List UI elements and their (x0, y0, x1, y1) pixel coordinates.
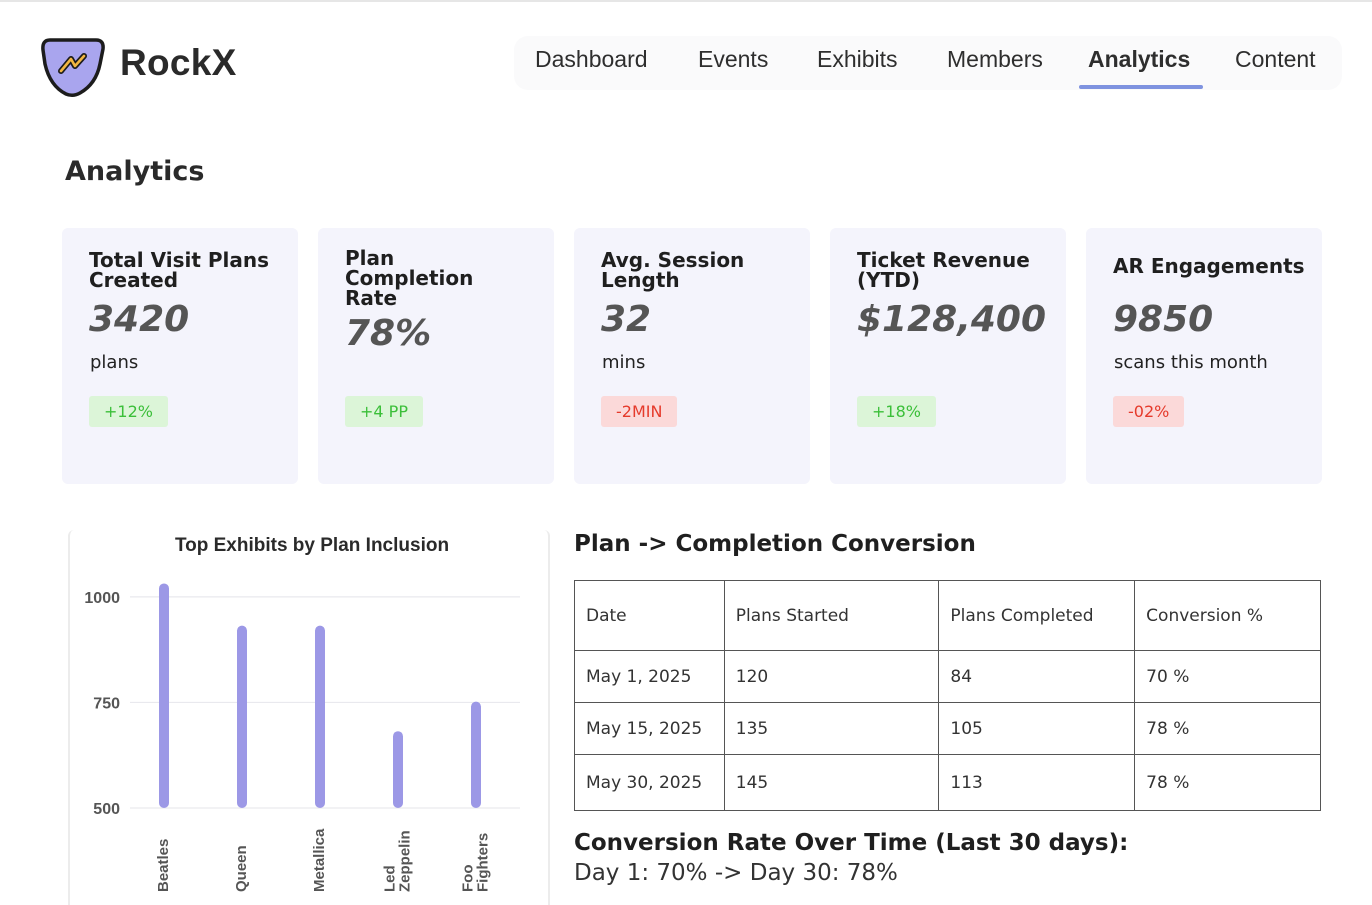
kpi-delta-badge: +18% (857, 396, 936, 427)
kpi-value: 78% (345, 313, 432, 354)
cell-conversion: 78 % (1134, 754, 1321, 811)
kpi-unit: plans (90, 352, 139, 373)
x-tick-label-word: Foo (459, 865, 476, 893)
column-header-plans-started: Plans Started (723, 580, 940, 651)
x-tick-label-word: Zeppelin (396, 830, 413, 892)
conversion-title: Plan -> Completion Conversion (574, 531, 976, 557)
exhibits-chart-panel: Top Exhibits by Plan Inclusion 500 750 100… (68, 530, 550, 905)
table-row: May 30, 2025 145 113 78 % (574, 754, 1321, 811)
kpi-title: Plan Completion Rate (345, 246, 474, 310)
nav-exhibits[interactable]: Exhibits (817, 46, 898, 72)
nav-dashboard[interactable]: Dashboard (535, 46, 648, 72)
kpi-card-session-length: Avg. Session Length 32 mins -2MIN (574, 228, 810, 484)
conversion-table: Date Plans Started Plans Completed Conve… (574, 580, 1321, 811)
active-tab-indicator (1079, 85, 1203, 89)
kpi-unit: scans this month (1114, 352, 1268, 373)
cell-plans-completed: 113 (938, 754, 1136, 811)
column-header-date: Date (574, 580, 725, 651)
kpi-delta-badge: +12% (89, 396, 168, 427)
column-header-plans-completed: Plans Completed (938, 580, 1136, 651)
cell-plans-completed: 84 (938, 650, 1136, 703)
cell-conversion: 78 % (1134, 702, 1321, 755)
kpi-value: $128,400 (857, 299, 1047, 340)
chart-title: Top Exhibits by Plan Inclusion (175, 535, 449, 556)
cell-plans-completed: 105 (938, 702, 1136, 755)
x-tick-label-word: Led (381, 865, 398, 892)
cell-plans-started: 120 (723, 650, 940, 703)
nav-analytics[interactable]: Analytics (1088, 46, 1191, 72)
top-border (0, 0, 1372, 2)
kpi-delta-badge: -02% (1113, 396, 1185, 427)
exhibits-bar-chart: Top Exhibits by Plan Inclusion 500 750 100… (84, 535, 520, 892)
cell-date: May 15, 2025 (574, 702, 725, 755)
nav-events[interactable]: Events (698, 46, 769, 72)
kpi-value: 32 (601, 299, 652, 340)
x-tick-label-word: Beatles (155, 839, 172, 892)
cell-plans-started: 135 (723, 702, 940, 755)
rate-over-time-title: Conversion Rate Over Time (Last 30 days)… (574, 830, 1129, 856)
cell-date: May 1, 2025 (574, 650, 725, 703)
nav-members[interactable]: Members (947, 46, 1043, 72)
kpi-delta-badge: +4 PP (345, 396, 423, 427)
kpi-delta-badge: -2MIN (601, 396, 678, 427)
cell-date: May 30, 2025 (574, 754, 725, 811)
kpi-value: 3420 (89, 299, 190, 340)
kpi-title: Ticket Revenue (YTD) (857, 248, 1030, 292)
page-title: Analytics (65, 156, 205, 187)
table-row: May 15, 2025 135 105 78 % (574, 702, 1321, 755)
x-tick-label: Metallica (311, 828, 328, 892)
kpi-value: 9850 (1113, 299, 1214, 340)
y-tick-label: 1000 (84, 590, 120, 607)
cell-conversion: 70 % (1134, 650, 1321, 703)
rate-over-time-text: Day 1: 70% -> Day 30: 78% (574, 860, 898, 886)
y-tick-label: 750 (93, 695, 120, 712)
brand-name: RockX (120, 42, 237, 83)
cell-plans-started: 145 (723, 754, 940, 811)
x-tick-label-word: Queen (233, 845, 250, 892)
kpi-card-ar-engagements: AR Engagements 9850 scans this month -02… (1086, 228, 1322, 484)
table-row: May 1, 2025 120 84 70 % (574, 650, 1321, 703)
kpi-card-ticket-revenue: Ticket Revenue (YTD) $128,400 +18% (830, 228, 1066, 484)
table-header-row: Date Plans Started Plans Completed Conve… (574, 580, 1321, 651)
kpi-unit: mins (602, 352, 646, 373)
x-tick-label: Beatles (155, 839, 172, 892)
kpi-card-completion-rate: Plan Completion Rate 78% +4 PP (318, 228, 554, 484)
main-nav: Dashboard Events Exhibits Members Analyt… (514, 36, 1342, 90)
column-header-conversion: Conversion % (1134, 580, 1321, 651)
x-tick-label-word: Metallica (311, 828, 328, 892)
kpi-card-visit-plans: Total Visit Plans Created 3420 plans +12… (62, 228, 298, 484)
nav-content[interactable]: Content (1235, 46, 1316, 72)
rockx-logo-icon (41, 38, 105, 98)
y-tick-label: 500 (93, 801, 120, 818)
x-tick-label-word: Fighters (474, 833, 491, 892)
kpi-title: Avg. Session Length (601, 248, 745, 292)
kpi-title: AR Engagements (1113, 254, 1305, 278)
x-tick-label: Queen (233, 845, 250, 892)
kpi-title: Total Visit Plans Created (89, 248, 270, 292)
